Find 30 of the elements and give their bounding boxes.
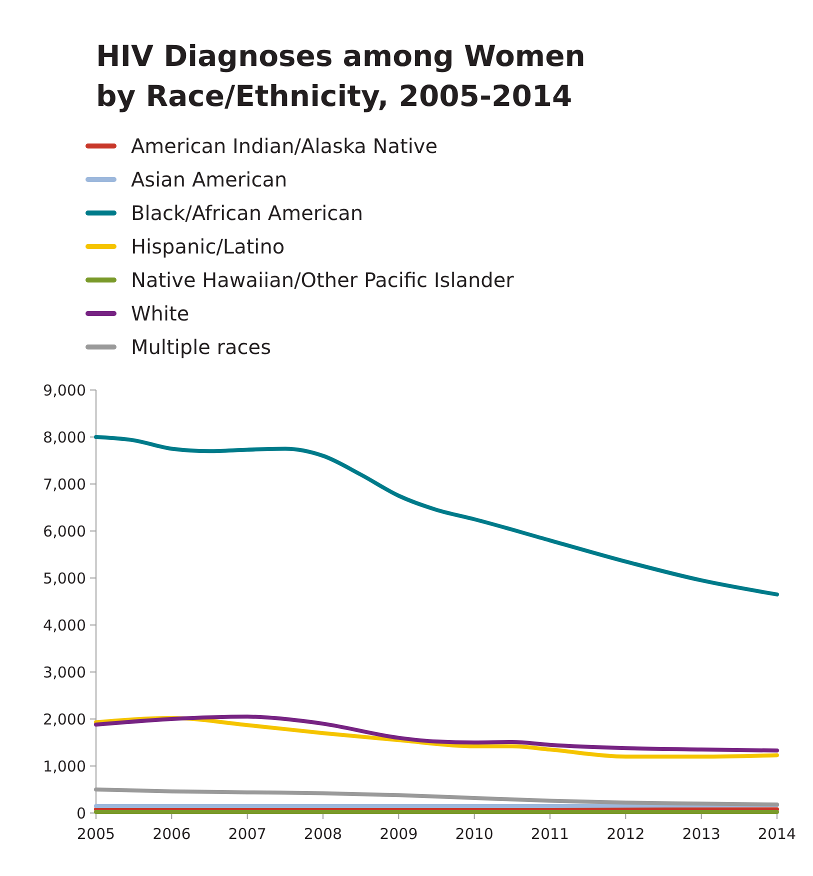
x-tick-label: 2013 (682, 825, 720, 843)
x-tick-label: 2011 (530, 825, 570, 843)
x-tick-label: 2010 (455, 825, 494, 843)
legend-label: Asian American (131, 168, 288, 192)
legend-label: Multiple races (131, 335, 271, 359)
y-tick-label: 5,000 (43, 569, 86, 588)
chart-title: HIV Diagnoses among Women by Race/Ethnicity, 2005-2014 (96, 39, 586, 113)
legend-label: Native Hawaiian/Other Pacific Islander (131, 268, 515, 292)
x-tick-label: 2012 (606, 825, 645, 843)
y-tick-label: 7,000 (43, 475, 86, 494)
y-tick-label: 3,000 (43, 663, 86, 682)
legend-label: Black/African American (131, 201, 364, 225)
y-tick-label: 1,000 (43, 757, 86, 776)
x-tick-label: 2009 (380, 825, 418, 843)
x-tick-label: 2006 (152, 825, 191, 843)
x-tick-label: 2008 (304, 825, 342, 843)
legend-label: American Indian/Alaska Native (131, 134, 438, 158)
x-tick-label: 2005 (76, 825, 116, 843)
legend-label: White (131, 302, 190, 326)
x-tick-label: 2014 (758, 825, 796, 843)
legend-label: Hispanic/Latino (131, 234, 285, 258)
y-tick-label: 9,000 (43, 381, 86, 400)
y-tick-label: 8,000 (43, 428, 86, 446)
x-tick-label: 2007 (228, 825, 266, 843)
line-series (94, 714, 779, 752)
y-tick-label: 4,000 (43, 616, 86, 634)
y-tick-label: 0 (76, 804, 86, 822)
y-tick-label: 6,000 (43, 522, 86, 540)
line-series (94, 435, 779, 596)
y-tick-label: 2,000 (43, 710, 86, 728)
